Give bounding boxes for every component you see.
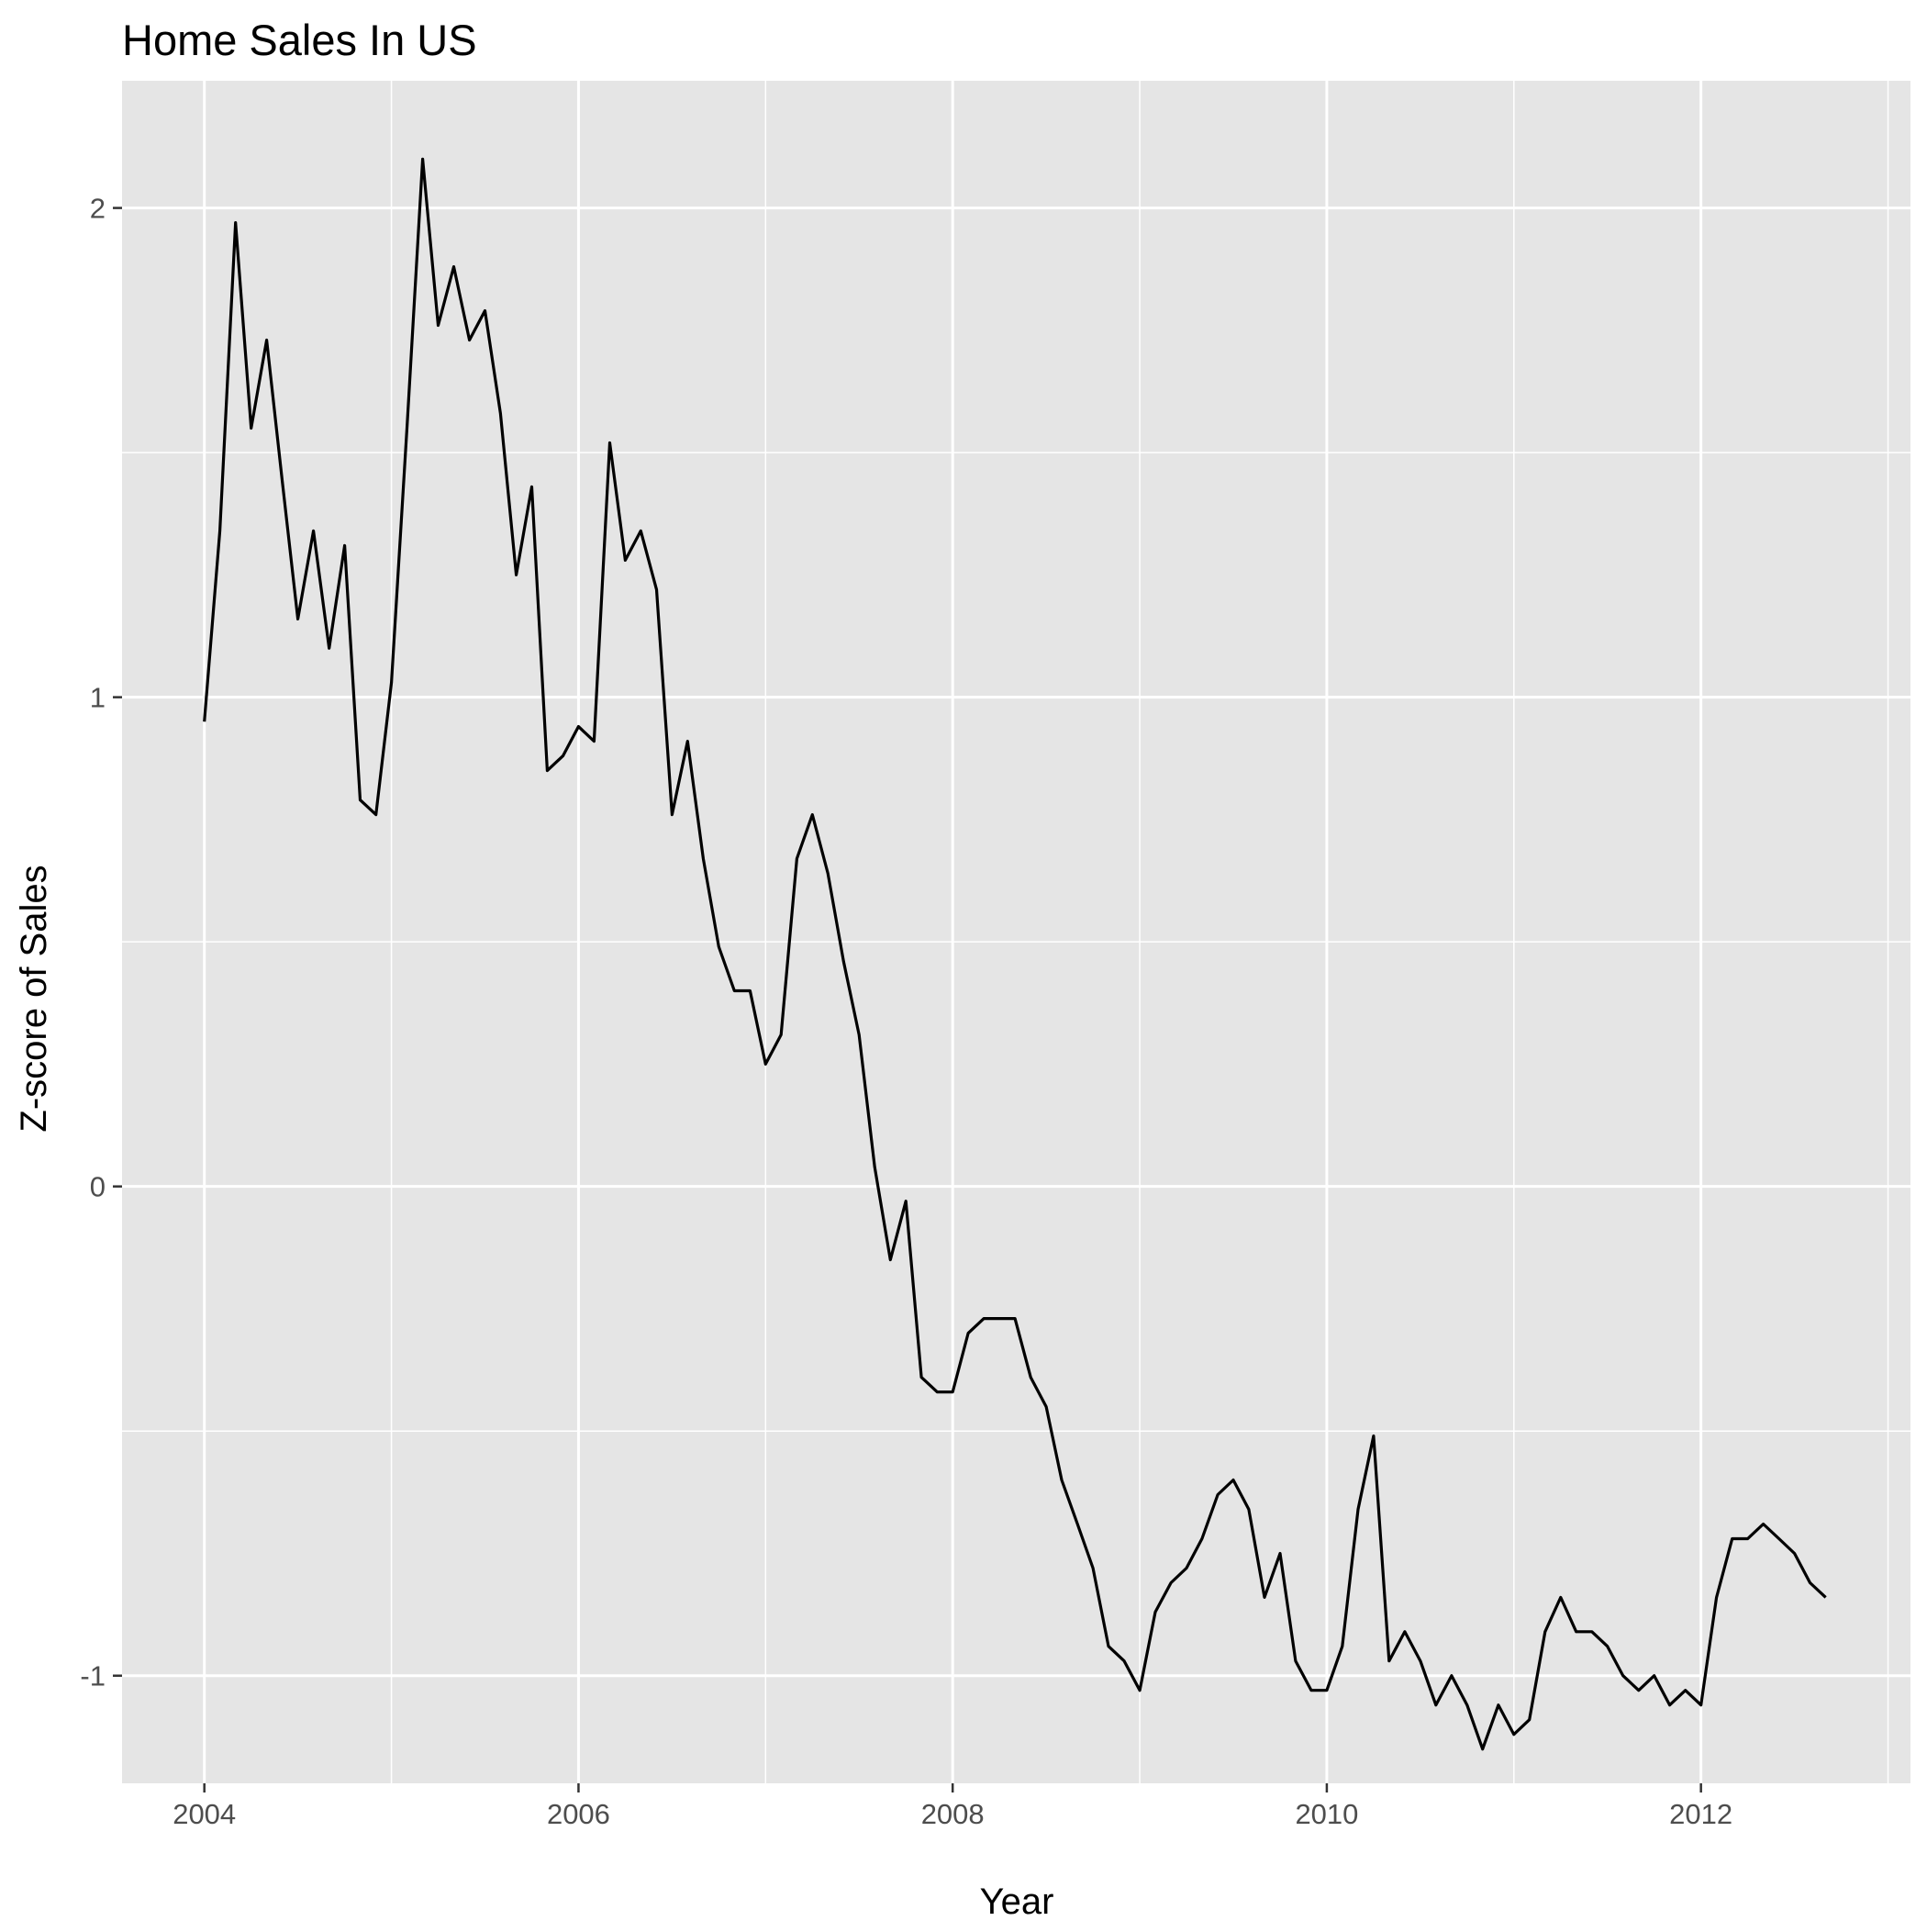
x-tick-label: 2006 [547, 1798, 610, 1830]
y-axis: -1 0 1 2 [80, 193, 122, 1692]
chart-title: Home Sales In US [122, 16, 477, 64]
x-tick-label: 2008 [921, 1798, 985, 1830]
grid-minor [122, 81, 1910, 1783]
series-layer [203, 157, 1827, 1751]
x-tick-label: 2004 [173, 1798, 236, 1830]
x-axis-title: Year [980, 1882, 1054, 1922]
x-tick-label: 2010 [1295, 1798, 1358, 1830]
x-axis: 2004 2006 2008 2010 2012 [173, 1783, 1732, 1830]
grid-major [122, 81, 1910, 1783]
y-tick-label: 2 [90, 193, 106, 225]
series-line [203, 157, 1827, 1751]
y-tick-label: 0 [90, 1171, 106, 1203]
y-tick-label: -1 [80, 1660, 106, 1692]
x-tick-label: 2012 [1669, 1798, 1732, 1830]
y-tick-label: 1 [90, 682, 106, 714]
y-axis-title: Z-score of Sales [14, 865, 54, 1132]
plot-panel [122, 81, 1910, 1783]
